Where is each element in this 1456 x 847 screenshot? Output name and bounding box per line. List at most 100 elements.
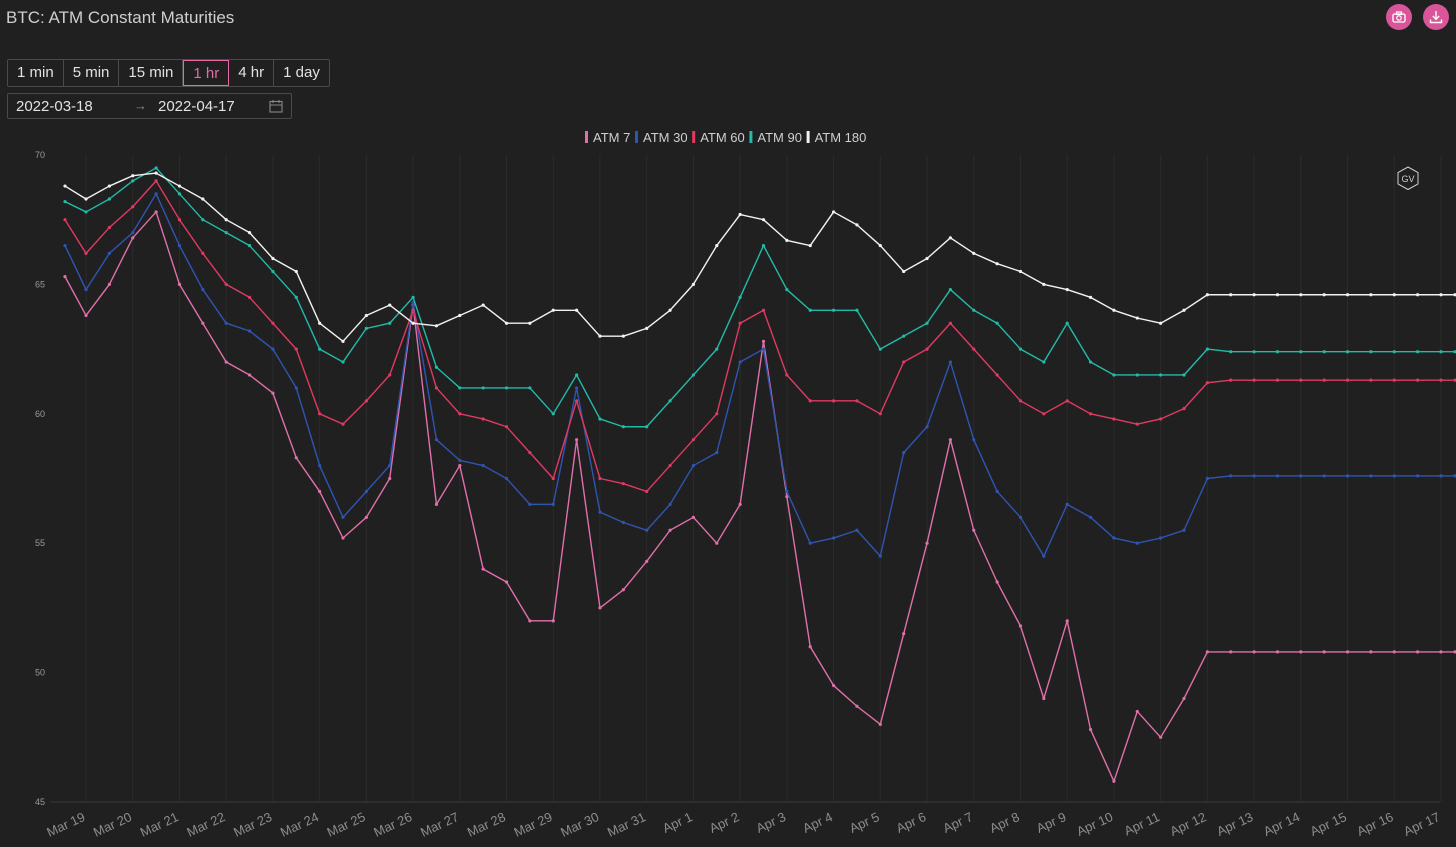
data-point	[528, 619, 532, 623]
data-point	[1369, 474, 1373, 478]
x-tick-label: Mar 24	[278, 809, 321, 840]
data-point	[1322, 650, 1326, 654]
data-point	[1392, 350, 1396, 354]
data-point	[972, 438, 976, 442]
interval-15-min[interactable]: 15 min	[119, 60, 184, 86]
data-point	[247, 373, 252, 377]
interval-1-hr[interactable]: 1 hr	[183, 60, 230, 86]
data-point	[621, 482, 625, 486]
data-point	[1369, 293, 1373, 297]
data-point	[902, 269, 906, 274]
x-tick-label: Apr 10	[1074, 809, 1115, 839]
x-tick-label: Mar 19	[44, 809, 87, 840]
data-point	[1439, 350, 1443, 354]
data-point	[388, 373, 392, 377]
data-point	[1345, 350, 1350, 354]
data-point	[1299, 378, 1303, 382]
data-point	[1135, 422, 1139, 426]
data-point	[831, 210, 836, 214]
data-point	[504, 386, 509, 390]
data-point	[481, 386, 485, 390]
data-point	[738, 321, 742, 325]
data-point	[575, 308, 579, 312]
data-point	[458, 458, 462, 462]
data-point	[691, 438, 696, 442]
data-point	[621, 334, 625, 338]
data-point	[972, 347, 976, 351]
data-point	[691, 463, 696, 468]
data-point	[761, 308, 766, 312]
x-tick-label: Mar 22	[184, 809, 227, 840]
data-point	[995, 321, 999, 325]
interval-5-min[interactable]: 5 min	[64, 60, 120, 86]
data-point	[645, 489, 649, 494]
data-point	[224, 360, 228, 364]
data-point	[668, 463, 672, 468]
data-point	[1042, 696, 1046, 701]
data-point	[341, 339, 345, 343]
legend-swatch	[585, 131, 588, 143]
data-point	[63, 218, 67, 222]
x-tick-label: Apr 15	[1308, 809, 1349, 839]
data-point	[201, 321, 205, 325]
data-point	[598, 476, 602, 481]
x-tick-label: Mar 23	[231, 809, 274, 840]
interval-selector: 1 min 5 min 15 min 1 hr 4 hr 1 day	[7, 59, 330, 87]
data-point	[1205, 381, 1209, 385]
legend-item[interactable]: ATM 60	[692, 130, 745, 145]
data-point	[715, 541, 719, 545]
data-point	[1275, 650, 1280, 654]
data-point	[434, 324, 439, 328]
data-point	[1275, 474, 1280, 478]
data-point	[1392, 650, 1396, 654]
data-point	[785, 489, 789, 494]
screenshot-button[interactable]	[1386, 4, 1412, 30]
interval-4-hr[interactable]: 4 hr	[229, 60, 275, 86]
legend-item[interactable]: ATM 180	[806, 130, 867, 145]
interval-1-min[interactable]: 1 min	[8, 60, 64, 86]
data-point	[318, 347, 322, 351]
end-date-input[interactable]: 2022-04-17	[158, 98, 235, 115]
data-point	[364, 489, 368, 494]
start-date-input[interactable]: 2022-03-18	[16, 98, 93, 115]
data-point	[224, 231, 228, 235]
x-tick-label: Mar 30	[558, 809, 601, 840]
data-point	[1252, 650, 1256, 654]
data-point	[1392, 293, 1396, 297]
x-tick-label: Apr 1	[660, 809, 695, 836]
data-point	[271, 269, 275, 274]
download-button[interactable]	[1423, 4, 1449, 30]
data-point	[481, 463, 485, 468]
gv-watermark-icon: GV	[1397, 166, 1419, 191]
series-atm-7	[63, 210, 1456, 783]
data-point	[902, 360, 906, 364]
legend-item[interactable]: ATM 30	[635, 130, 688, 145]
interval-1-day[interactable]: 1 day	[283, 64, 320, 81]
data-point	[1252, 293, 1256, 297]
data-point	[1439, 378, 1443, 382]
calendar-icon[interactable]	[269, 99, 283, 113]
legend-item[interactable]: ATM 90	[749, 130, 802, 145]
date-range-picker[interactable]: 2022-03-18 → 2022-04-17	[7, 93, 292, 119]
data-point	[1345, 378, 1350, 382]
data-point	[1018, 399, 1023, 403]
data-point	[831, 536, 836, 540]
legend-swatch	[749, 131, 753, 143]
x-axis: Mar 19 Mar 20 Mar 21 Mar 22 Mar 23 Mar 24 Mar …	[44, 801, 1442, 840]
data-point	[504, 425, 509, 429]
data-point	[1345, 293, 1350, 297]
data-point	[1299, 293, 1303, 297]
data-point	[341, 422, 345, 426]
data-point	[1135, 373, 1139, 377]
data-point	[458, 313, 462, 318]
series-atm-60	[63, 179, 1456, 494]
data-point	[411, 321, 415, 325]
legend-item[interactable]: ATM 7	[585, 130, 630, 145]
legend-swatch	[806, 131, 810, 143]
data-point	[1392, 378, 1396, 382]
data-point	[1439, 293, 1443, 297]
data-point	[761, 218, 766, 222]
data-point	[668, 308, 672, 312]
chart-series	[63, 166, 1456, 783]
x-tick-label: Apr 9	[1034, 809, 1069, 836]
